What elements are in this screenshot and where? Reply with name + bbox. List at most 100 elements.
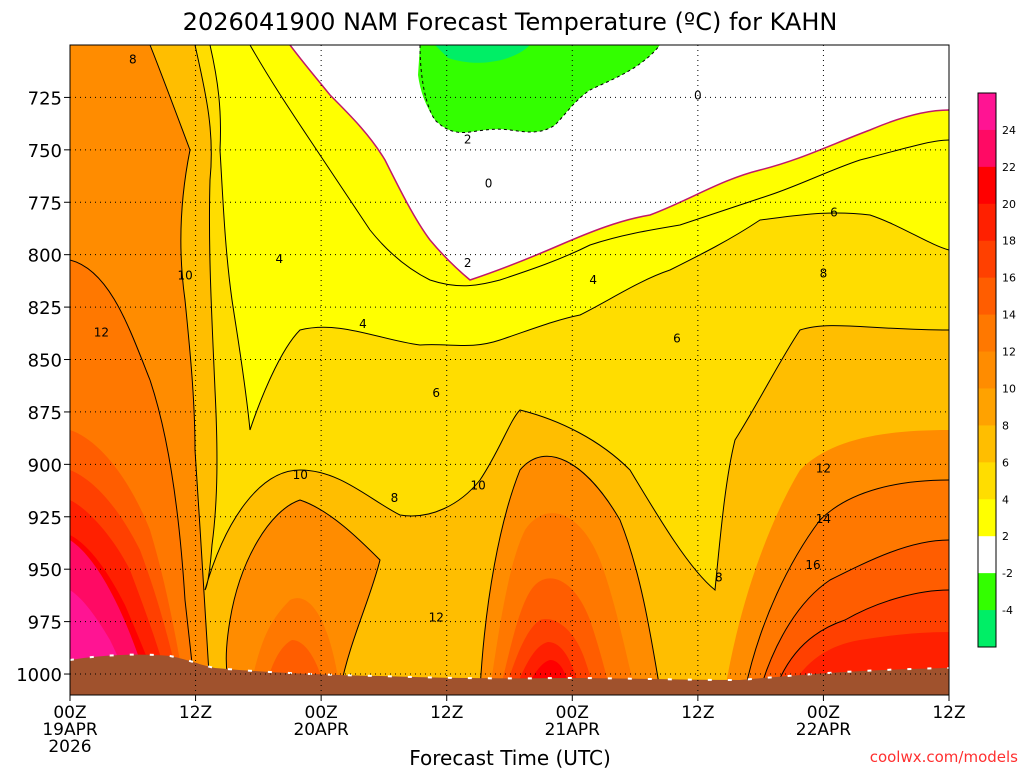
colorbar-label: 16 — [1002, 272, 1016, 285]
y-tick-label: 900 — [28, 455, 62, 476]
isotherm-12-line-b — [744, 479, 949, 691]
isotherm-neg2-line — [419, 45, 661, 133]
contour-label: 0 — [694, 88, 702, 102]
chart-title: 2026041900 NAM Forecast Temperature (ºC)… — [183, 8, 838, 36]
contour-label: 14 — [816, 512, 831, 526]
isotherm-8-line — [149, 45, 211, 691]
isotherm-10-line-b — [479, 455, 661, 691]
x-tick-label: 12Z — [179, 703, 212, 723]
colorbar-swatch — [978, 462, 996, 500]
isotherm-16-line — [774, 589, 949, 691]
y-tick-label: 975 — [28, 613, 62, 634]
y-tick-label: 925 — [28, 508, 62, 529]
contour-label: 12 — [429, 610, 444, 624]
band-neg2c-fill — [418, 45, 660, 133]
contour-label: 4 — [275, 252, 283, 266]
colorbar-label: 22 — [1002, 161, 1016, 174]
contour-label: 10 — [177, 269, 192, 283]
isotherm-12-line — [70, 259, 196, 691]
y-tick-label: 750 — [28, 141, 62, 162]
x-tick-label: 00Z — [807, 703, 840, 723]
credit-text: coolwx.com/models — [870, 748, 1018, 766]
isotherm-14-line — [759, 539, 949, 691]
y-tick-label: 950 — [28, 560, 62, 581]
contour-label: 12 — [94, 325, 109, 339]
y-axis: 725 750 775 800 825 850 875 900 925 950 975 1000 — [16, 88, 70, 686]
colorbar-swatch — [978, 93, 996, 131]
colorbar-label: 24 — [1002, 124, 1016, 137]
y-tick-label: 1000 — [16, 665, 62, 686]
contour-label: 4 — [589, 273, 597, 287]
contour-label: 4 — [359, 317, 367, 331]
contour-label: 8 — [129, 53, 137, 67]
colorbar-swatch — [978, 499, 996, 537]
contour-label: 6 — [673, 332, 681, 346]
contour-label: 0 — [485, 176, 493, 190]
x-tick-date: 22APR — [796, 720, 852, 740]
colorbar-swatch — [978, 240, 996, 279]
colorbar-swatch — [978, 425, 996, 463]
colorbar-label: -4 — [1002, 604, 1013, 617]
isotherm-6-line — [194, 45, 949, 591]
x-tick-date: 19APR — [42, 720, 98, 740]
ground-fill — [70, 654, 949, 695]
isotherm-0-line — [289, 45, 949, 281]
x-axis-title: Forecast Time (UTC) — [409, 746, 611, 768]
colorbar-swatch — [978, 351, 996, 389]
contour-label: 12 — [816, 462, 831, 476]
contour-label: 8 — [391, 491, 399, 505]
contour-label: 2 — [464, 132, 472, 146]
band-neg4c-fill — [435, 45, 530, 63]
ground-edge-dash — [70, 653, 949, 682]
colorbar-swatch — [978, 573, 996, 611]
x-tick-label: 12Z — [430, 703, 463, 723]
colorbar-frame — [977, 92, 997, 648]
y-tick-label: 825 — [28, 298, 62, 319]
contour-label: 8 — [715, 571, 723, 585]
contour-label: 8 — [820, 267, 828, 281]
contour-labels: 8 10 12 4 4 2 0 2 0 4 6 6 8 10 10 12 6 8 12 14 16 8 — [94, 53, 838, 625]
x-tick-label: 12Z — [681, 703, 714, 723]
contour-label: 10 — [470, 478, 485, 492]
x-tick-label: 00Z — [305, 703, 338, 723]
isotherm-10-line-a — [225, 499, 381, 691]
plot-frame — [69, 44, 950, 696]
colorbar-label: -2 — [1002, 567, 1013, 580]
x-tick-label: 00Z — [53, 703, 86, 723]
contour-label: 6 — [830, 206, 838, 220]
colorbar-swatch — [978, 166, 996, 205]
y-tick-label: 800 — [28, 246, 62, 267]
colorbar-label: 6 — [1002, 456, 1009, 469]
colorbar-label: 18 — [1002, 235, 1016, 248]
colorbar-swatch — [978, 129, 996, 168]
colorbar-swatch — [978, 610, 996, 648]
band-10c-fill — [70, 45, 949, 690]
colorbar-label: 10 — [1002, 382, 1016, 395]
colorbar-swatch — [978, 203, 996, 242]
colorbar-swatch — [978, 536, 996, 574]
colorbar-label: 20 — [1002, 198, 1016, 211]
y-tick-label: 850 — [28, 351, 62, 372]
colorbar-swatch — [978, 314, 996, 353]
x-tick-date: 21APR — [545, 720, 601, 740]
contour-label: 6 — [432, 386, 440, 400]
x-tick-year: 2026 — [48, 737, 91, 757]
x-tick-label: 00Z — [556, 703, 589, 723]
y-tick-label: 725 — [28, 88, 62, 109]
contour-label: 10 — [293, 468, 308, 482]
y-tick-label: 875 — [28, 403, 62, 424]
colorbar-label: 2 — [1002, 530, 1009, 543]
grid-lines — [70, 45, 949, 695]
colorbar-swatch — [978, 388, 996, 426]
colorbar-label: 4 — [1002, 493, 1009, 506]
colorbar-swatch — [978, 277, 996, 316]
colorbar-label: 8 — [1002, 419, 1009, 432]
x-tick-date: 20APR — [293, 720, 349, 740]
isotherm-4-line — [209, 45, 949, 431]
contour-label: 16 — [805, 558, 820, 572]
colorbar-label: 14 — [1002, 309, 1016, 322]
colorbar-label: 12 — [1002, 346, 1016, 359]
y-tick-label: 775 — [28, 193, 62, 214]
